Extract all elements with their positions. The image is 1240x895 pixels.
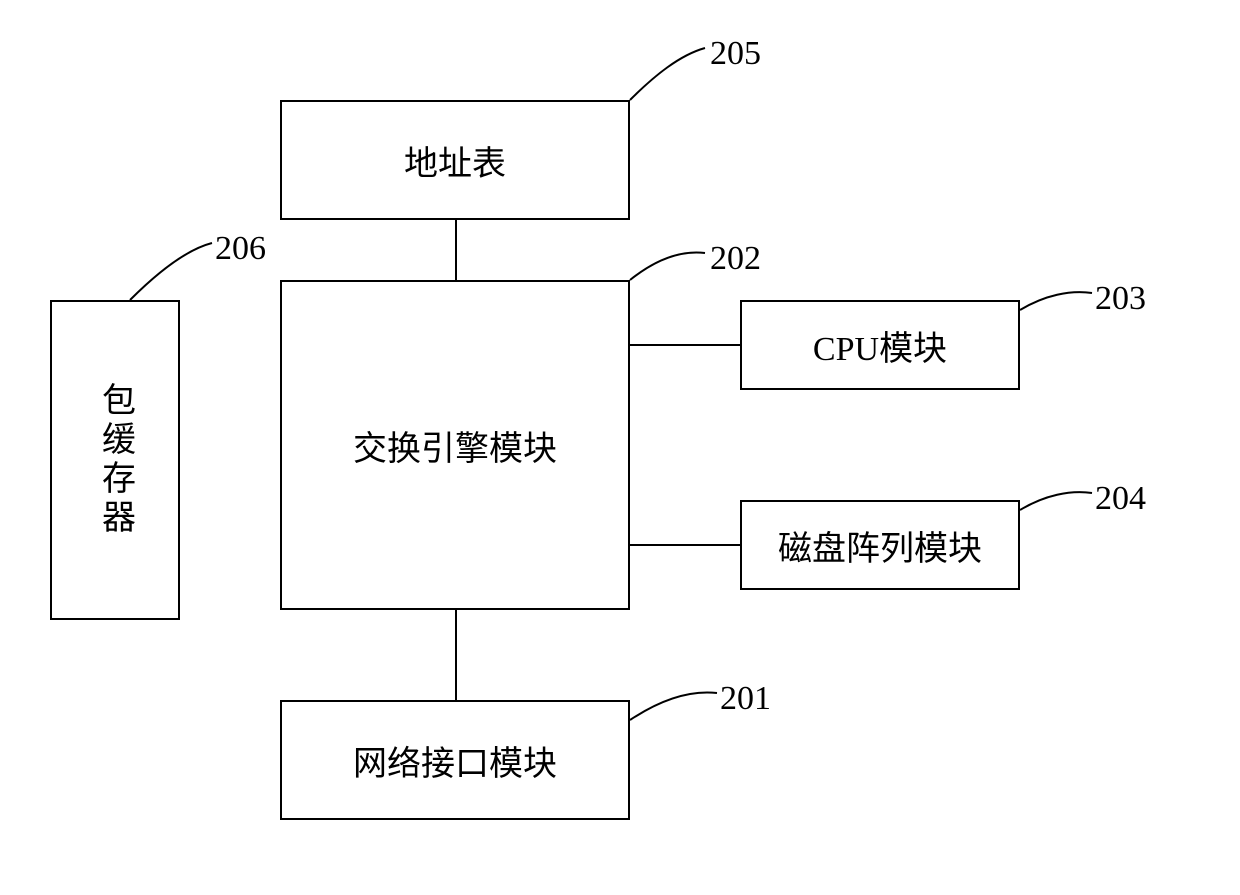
leader-204 xyxy=(1020,492,1092,510)
diagram-canvas: 地址表 包缓存器 交换引擎模块 CPU模块 磁盘阵列模块 网络接口模块 205 … xyxy=(0,0,1240,895)
leader-206 xyxy=(130,243,212,300)
ref-label-205: 205 xyxy=(710,35,761,73)
ref-label-203: 203 xyxy=(1095,280,1146,318)
leader-202 xyxy=(630,252,705,280)
ref-label-202: 202 xyxy=(710,240,761,278)
ref-label-206: 206 xyxy=(215,230,266,268)
ref-label-204: 204 xyxy=(1095,480,1146,518)
leader-lines xyxy=(0,0,1240,895)
leader-205 xyxy=(630,48,705,100)
leader-203 xyxy=(1020,292,1092,310)
leader-201 xyxy=(630,692,717,720)
ref-label-201: 201 xyxy=(720,680,771,718)
